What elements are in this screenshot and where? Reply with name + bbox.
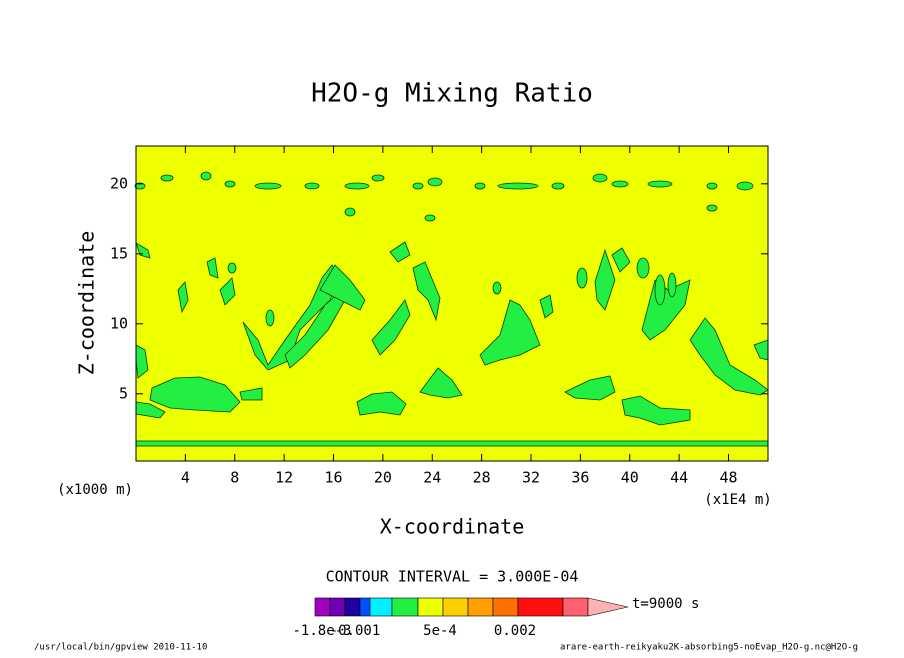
colorbar-arrow xyxy=(587,597,629,617)
x-axis-label: X-coordinate xyxy=(380,515,525,539)
y-unit: (x1000 m) xyxy=(57,482,133,498)
colorbar-box xyxy=(562,597,589,617)
x-tick-label: 12 xyxy=(275,469,293,487)
x-tick-label: 48 xyxy=(719,469,737,487)
colorbar-box xyxy=(517,597,564,617)
x-tick-label: 4 xyxy=(181,469,190,487)
colorbar-label: -1.8e-3 xyxy=(292,623,351,639)
colorbar-box xyxy=(492,597,519,617)
colorbar-box xyxy=(369,597,393,617)
y-tick-label: 15 xyxy=(110,244,128,262)
time-label: t=9000 s xyxy=(632,596,699,612)
colorbar-box xyxy=(344,597,361,617)
footer-right: arare-earth-reikyaku2K-absorbing5-noEvap… xyxy=(560,643,858,653)
y-tick-label: 5 xyxy=(119,384,128,402)
footer-left: /usr/local/bin/gpview 2010-11-10 xyxy=(34,643,207,653)
x-tick-label: 16 xyxy=(324,469,342,487)
x-tick-label: 28 xyxy=(473,469,491,487)
colorbar: -1.8e-3-0.001 5e-4 0.002 xyxy=(292,597,629,639)
colorbar-box xyxy=(359,597,371,617)
x-tick-label: 32 xyxy=(522,469,540,487)
y-tick-label: 10 xyxy=(110,314,128,332)
plot-frame xyxy=(135,145,769,462)
colorbar-box xyxy=(442,597,469,617)
x-tick-label: 24 xyxy=(423,469,441,487)
colorbar-box xyxy=(329,597,346,617)
colorbar-label: 0.002 xyxy=(494,623,536,639)
x-unit: (x1E4 m) xyxy=(704,492,771,508)
x-tick-label: 44 xyxy=(670,469,688,487)
contour-interval: CONTOUR INTERVAL = 3.000E-04 xyxy=(326,568,579,586)
chart-title: H2O-g Mixing Ratio xyxy=(311,79,593,109)
colorbar-box xyxy=(417,597,444,617)
x-tick-label: 8 xyxy=(230,469,239,487)
y-tick-label: 20 xyxy=(110,174,128,192)
x-tick-label: 40 xyxy=(621,469,639,487)
colorbar-label: -0.001 xyxy=(330,623,381,639)
colorbar-box xyxy=(314,597,331,617)
x-tick-label: 20 xyxy=(374,469,392,487)
colorbar-box xyxy=(391,597,419,617)
colorbar-label: 5e-4 xyxy=(423,623,457,639)
x-tick-label: 36 xyxy=(571,469,589,487)
y-axis-label: Z-coordinate xyxy=(75,231,99,376)
contour-regions xyxy=(134,171,769,447)
colorbar-box xyxy=(467,597,494,617)
